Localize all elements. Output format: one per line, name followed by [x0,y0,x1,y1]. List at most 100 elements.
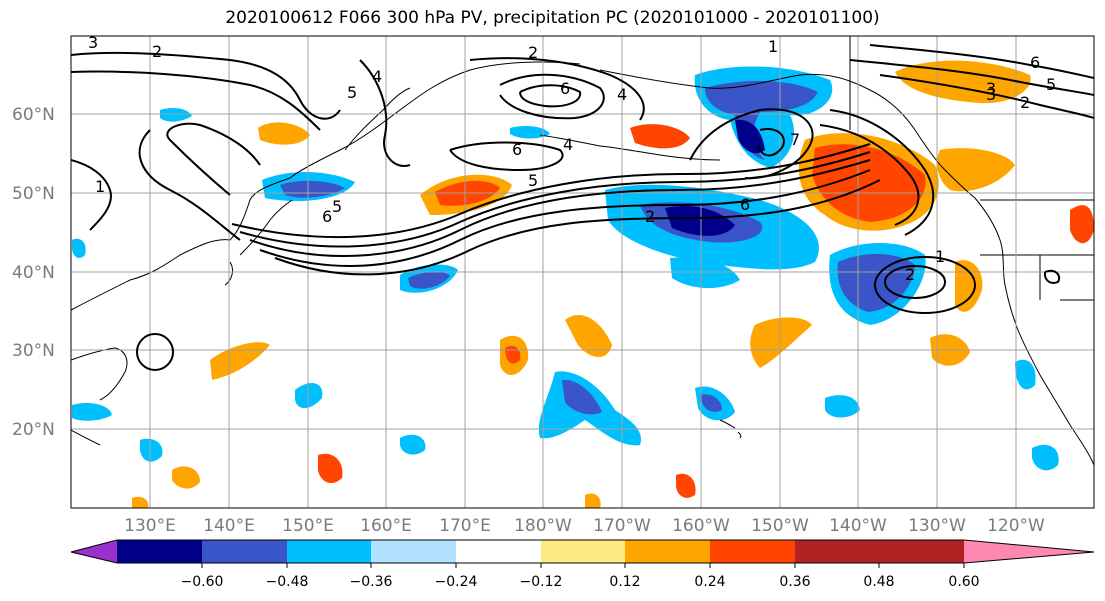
positive-precip-coast [937,148,1015,192]
colorbar-tick-label: −0.12 [520,574,563,590]
pv-contour [71,51,341,120]
lat-label-40n: 40°N [12,263,55,283]
pv-contour [274,179,881,276]
negative-precip-blob [1015,359,1036,390]
positive-precip-blob [132,496,149,508]
pv-contour [71,70,321,131]
pv-contour [166,122,261,196]
negative-precip-core [705,80,818,160]
negative-precip-blob [72,403,112,421]
colorbar-tick-label: −0.24 [435,574,478,590]
positive-precip-blob [585,493,601,508]
contour-label: 4 [563,135,573,154]
positive-precip-core [812,144,926,222]
latitude-labels: 60°N 50°N 40°N 30°N 20°N [12,105,55,440]
contour-label: 5 [1046,75,1056,94]
pv-contour [829,109,935,236]
positive-precip-blob [1070,205,1094,244]
positive-precip-blob [210,342,270,380]
negative-precip-tail [670,257,740,289]
contour-label: 3 [986,79,996,98]
pv-contour [874,256,976,314]
contour-label: 2 [645,207,655,226]
lon-label-150w: 150°W [751,516,809,536]
map-frame [70,35,1095,509]
pv-contour [1043,269,1061,284]
colorbar-segment [710,540,795,563]
lat-label-60n: 60°N [12,105,55,125]
lon-label-130e: 130°E [124,516,176,536]
pv-contour [757,128,785,157]
lon-label-160e: 160°E [360,516,412,536]
contour-label: 1 [95,177,105,196]
colorbar-segment [879,540,964,563]
colorbar-segment [625,540,710,563]
colorbar-tick-label: 0.24 [694,574,725,590]
contour-label: 1 [768,37,778,56]
contour-label: 6 [1030,53,1040,72]
negative-precip-blob [160,108,192,122]
colorbar-outline [70,539,1095,564]
positive-precip-blob [565,314,612,358]
contour-label: 1 [935,247,945,266]
colorbar-tick-label: −0.60 [181,574,224,590]
pv-contour [259,169,871,267]
lon-label-170w: 170°W [593,516,651,536]
pv-contour [819,124,920,226]
pv-contour [879,74,1094,119]
negative-precip-core [837,254,915,312]
colorbar-extend-max [964,540,1094,563]
pv-contour [231,143,871,239]
pv-contour [71,159,112,231]
contour-label: 6 [740,195,750,214]
china-coastline [71,347,128,446]
negative-precip-max [735,119,765,154]
lon-label-180w: 180°W [514,516,572,536]
pv-contour [138,129,241,241]
negative-precip-blob [562,379,602,415]
hawaii [719,419,742,439]
contour-label: 5 [332,197,342,216]
negative-precip-blob [295,383,323,409]
negative-precip-blob [408,271,450,289]
colorbar-segment [541,540,625,563]
pv-contour [359,59,411,167]
contour-label: 2 [1020,93,1030,112]
colorbar-segment [117,540,202,563]
lon-label-140e: 140°E [203,516,255,536]
contour-label: 5 [347,83,357,102]
lon-label-150e: 150°E [282,516,334,536]
negative-precip-blob [140,438,163,462]
positive-precip-blob [676,473,696,498]
colorbar-extend-min [71,540,117,563]
pv-contour [849,59,1094,96]
contour-label: 5 [528,171,538,190]
lon-label-140w: 140°W [829,516,887,536]
negative-precip-max [665,205,735,236]
contour-label: 3 [88,33,98,52]
colorbar-tick-label: 0.48 [863,574,894,590]
positive-precip-blob [172,466,200,489]
negative-precip-blob [400,434,426,455]
positive-precip-blob [955,260,983,312]
japan-coastline [224,199,293,286]
pv-contour [499,73,605,120]
colorbar-tick-label: −0.48 [266,574,309,590]
pv-contour [869,44,1094,79]
pv-contour [469,57,645,121]
contour-label: 4 [372,67,382,86]
contour-label: 6 [512,140,522,159]
contour-label: 7 [790,130,800,149]
negative-precip-blob [72,238,86,258]
colorbar-tick-label: 0.60 [948,574,979,590]
contour-label: 2 [905,265,915,284]
positive-precip-region [895,60,1031,104]
positive-precip-blob [318,453,343,484]
negative-precip-blob [1032,444,1059,471]
chart-title: 2020100612 F066 300 hPa PV, precipitatio… [225,8,880,28]
pv-contour [519,84,582,108]
colorbar-segment [202,540,287,563]
positive-precip-blob [630,124,690,149]
negative-precip-blob [825,395,860,418]
